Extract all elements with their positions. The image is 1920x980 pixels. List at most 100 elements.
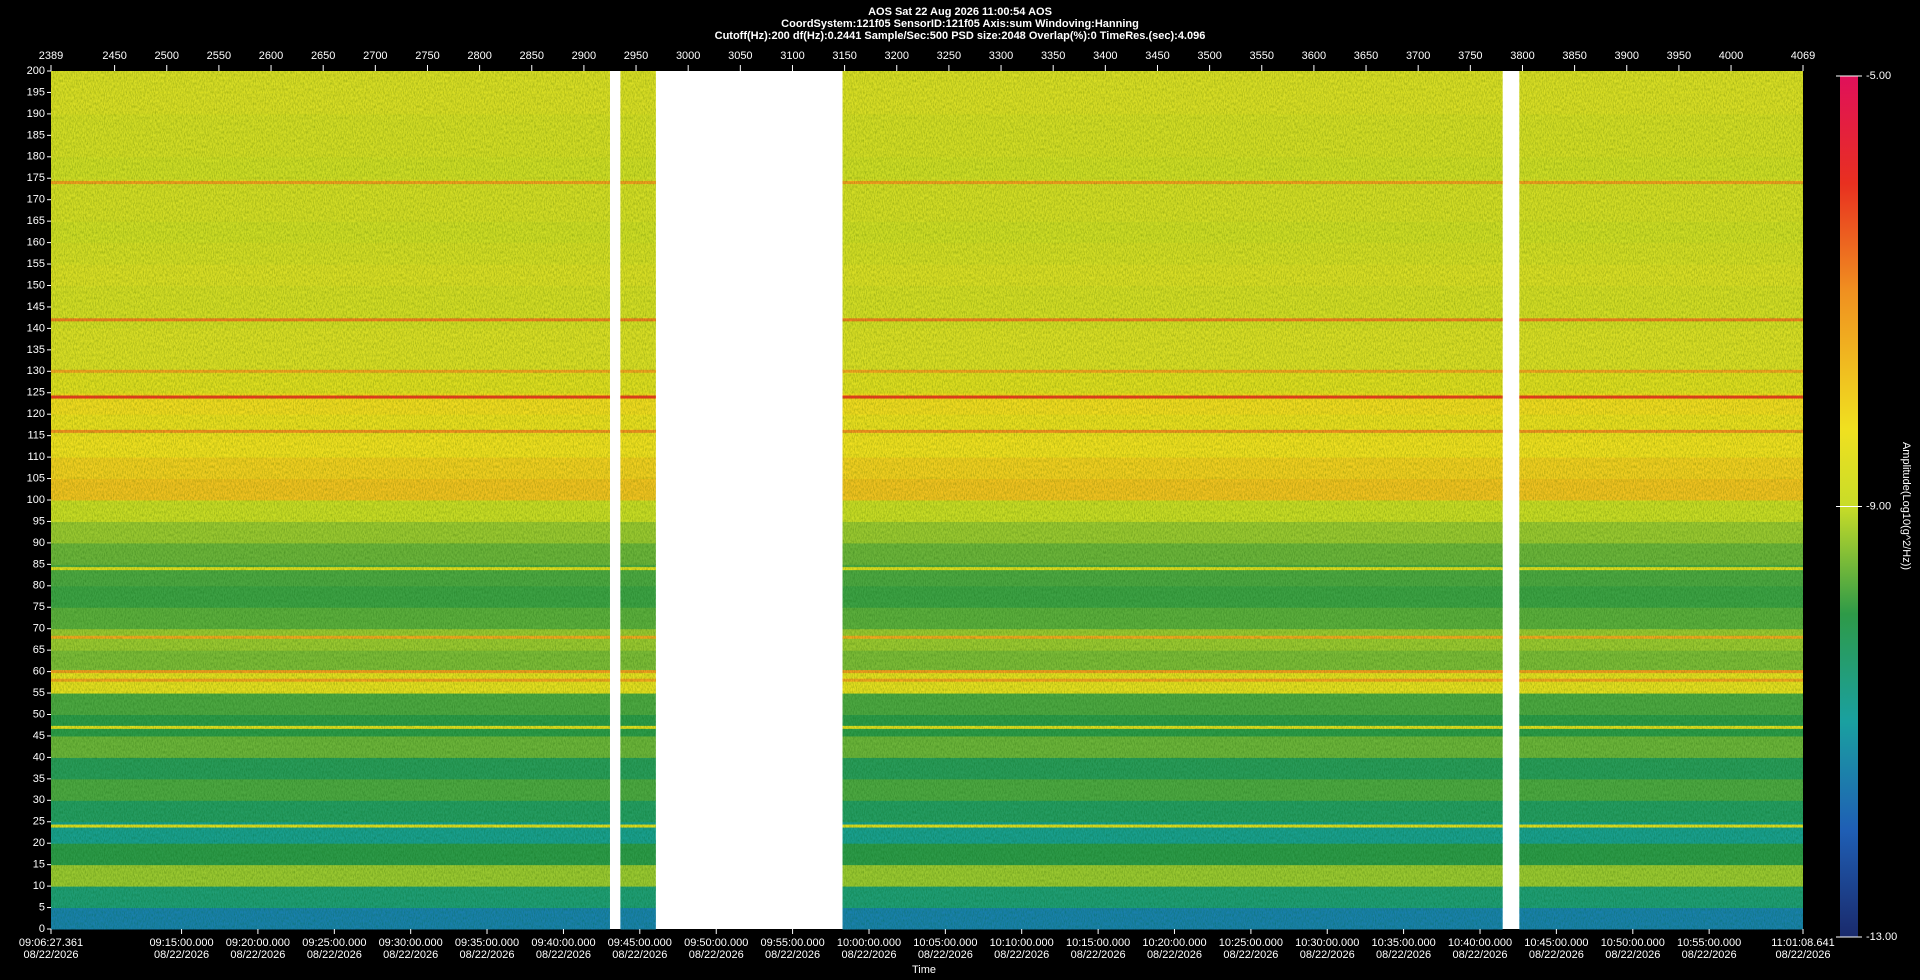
- y-tick-label: 155: [27, 258, 45, 270]
- spectrum-band: [620, 757, 656, 780]
- x-tick-label: 10:35:00.000: [1371, 937, 1435, 949]
- x-tick-date: 08/22/2026: [918, 949, 973, 961]
- spectrum-band: [842, 92, 1503, 115]
- spectrum-band: [620, 500, 656, 522]
- y-tick-label: 200: [27, 65, 45, 77]
- spectral-line: [842, 395, 1503, 399]
- spectrum-band: [620, 542, 656, 565]
- spectrum-band: [51, 306, 610, 329]
- y-tick-label: 15: [33, 859, 45, 871]
- spectrum-band: [842, 135, 1503, 158]
- spectrum-band: [1519, 478, 1803, 501]
- y-tick-label: 175: [27, 172, 45, 184]
- spectrum-band: [1519, 71, 1803, 93]
- spectrum-band: [1519, 671, 1803, 694]
- spectrum-band: [51, 693, 610, 715]
- spectrum-band: [51, 886, 610, 909]
- spectrum-band: [620, 650, 656, 673]
- spectrum-band: [620, 886, 656, 909]
- y-tick-label: 75: [33, 601, 45, 613]
- spectrum-band: [1519, 435, 1803, 458]
- spectral-line: [620, 678, 656, 682]
- spectral-line: [1519, 318, 1803, 322]
- x-tick-label: 09:35:00.000: [455, 937, 519, 949]
- spectrum-band: [1519, 156, 1803, 179]
- x-tick-label: 09:20:00.000: [226, 937, 290, 949]
- spectrum-band: [620, 628, 656, 651]
- spectrum-band: [51, 242, 610, 265]
- spectrum-band: [51, 757, 610, 780]
- top-tick-label: 2850: [520, 50, 544, 62]
- spectral-line: [842, 635, 1503, 639]
- y-tick-label: 105: [27, 472, 45, 484]
- spectral-line: [620, 429, 656, 433]
- spectrum-band: [1519, 328, 1803, 351]
- spectral-line: [842, 318, 1503, 322]
- spectrum-band: [51, 714, 610, 737]
- spectrum-band: [1519, 714, 1803, 737]
- x-tick-label: 10:50:00.000: [1601, 937, 1665, 949]
- spectral-line: [51, 429, 610, 433]
- x-tick-date: 08/22/2026: [536, 949, 591, 961]
- x-tick-date: 08/22/2026: [1376, 949, 1431, 961]
- chart-subtitle: CoordSystem:121f05 SensorID:121f05 Axis:…: [781, 18, 1139, 30]
- spectrum-band: [620, 221, 656, 244]
- spectrum-band: [842, 457, 1503, 480]
- spectral-line: [51, 678, 610, 682]
- x-tick-date: 08/22/2026: [1223, 949, 1278, 961]
- spectral-line: [1519, 824, 1803, 828]
- spectrum-band: [51, 521, 610, 544]
- spectrum-band: [620, 607, 656, 630]
- spectrum-band: [842, 778, 1503, 801]
- top-tick-label: 2389: [39, 50, 63, 62]
- spectral-line: [620, 670, 656, 674]
- spectrum-band: [620, 371, 656, 394]
- y-tick-label: 150: [27, 279, 45, 291]
- x-tick-date: 08/22/2026: [1605, 949, 1660, 961]
- spectral-line: [51, 824, 610, 828]
- colorbar-tick-label: -9.00: [1866, 500, 1891, 512]
- spectral-line: [620, 824, 656, 828]
- spectral-line: [1519, 567, 1803, 571]
- spectrum-band: [1519, 242, 1803, 265]
- spectral-line: [51, 670, 610, 674]
- spectrum-band: [842, 199, 1503, 222]
- x-tick-date: 08/22/2026: [1147, 949, 1202, 961]
- chart-title: AOS Sat 22 Aug 2026 11:00:54 AOS: [868, 6, 1052, 18]
- spectrum-band: [51, 500, 610, 522]
- spectral-line: [620, 725, 656, 729]
- spectrum-band: [1519, 371, 1803, 394]
- top-tick-label: 3850: [1562, 50, 1586, 62]
- top-tick-label: 3500: [1197, 50, 1221, 62]
- spectrum-band: [842, 521, 1503, 544]
- spectrum-band: [620, 135, 656, 158]
- spectrum-band: [51, 735, 610, 758]
- top-tick-label: 2800: [467, 50, 491, 62]
- x-tick-label: 10:45:00.000: [1524, 937, 1588, 949]
- x-tick-date: 08/22/2026: [1452, 949, 1507, 961]
- spectrum-band: [51, 113, 610, 136]
- y-tick-label: 20: [33, 837, 45, 849]
- spectrum-band: [1519, 542, 1803, 565]
- y-tick-label: 85: [33, 558, 45, 570]
- spectrum-band: [1519, 886, 1803, 909]
- spectral-line: [842, 181, 1503, 185]
- spectrum-band: [51, 650, 610, 673]
- y-tick-label: 50: [33, 708, 45, 720]
- spectrum-band: [51, 778, 610, 801]
- spectrum-band: [842, 585, 1503, 608]
- y-tick-label: 115: [27, 430, 45, 442]
- spectral-line: [842, 369, 1503, 373]
- spectrum-band: [1519, 521, 1803, 544]
- spectral-line: [1519, 725, 1803, 729]
- y-tick-label: 185: [27, 129, 45, 141]
- spectrum-band: [51, 92, 610, 115]
- y-tick-label: 170: [27, 194, 45, 206]
- spectrum-band: [1519, 500, 1803, 522]
- y-tick-label: 0: [39, 923, 45, 935]
- spectrum-band: [51, 435, 610, 458]
- top-tick-label: 3000: [676, 50, 700, 62]
- spectrum-band: [842, 156, 1503, 179]
- x-tick-date: 08/22/2026: [459, 949, 514, 961]
